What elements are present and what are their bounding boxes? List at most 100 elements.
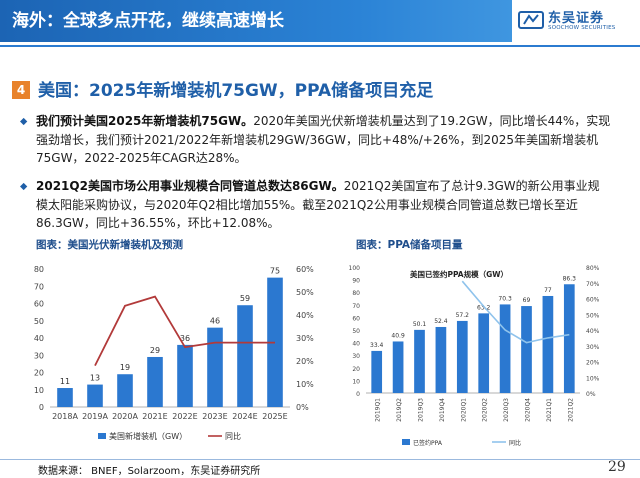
bar-2019A [87,384,103,407]
yoy-line-series [461,280,570,344]
bar-2021Q1 [542,295,554,393]
x-tick-label: 2025E [262,412,287,421]
y2-tick-label: 70% [586,281,600,288]
x-tick-label: 2019Q1 [375,398,382,422]
x-tick-label: 2020Q3 [503,398,510,422]
y-tick-label: 100 [349,265,361,272]
diamond-bullet-icon: ◆ [20,116,28,127]
x-tick-label: 2020Q1 [460,398,467,422]
y2-tick-label: 60% [296,265,314,274]
legend-bar-label: 美国新增装机（GW） [109,431,187,441]
bar-data-label: 46 [210,317,220,326]
bullet-2-text: 2021Q2美国宣布了总计9.3GW的新公用事业规模太阳能采购协议，与2020年… [36,179,600,230]
bar-data-label: 36 [180,334,190,343]
bar-data-label: 11 [60,377,70,386]
y-tick-label: 50 [34,317,44,326]
y-tick-label: 40 [352,341,360,348]
bar-data-label: 63.2 [477,304,491,311]
footer-source: 数据来源： BNEF，Solarzoom，东吴证券研究所 [38,466,261,477]
bar-data-label: 52.4 [434,318,448,325]
bar-2019Q4 [435,326,447,393]
y2-tick-label: 0% [296,403,309,412]
x-tick-label: 2020A [112,412,138,421]
legend-bar-label: 已签约PPA [413,439,443,447]
yoy-line-series [94,295,275,367]
chart-1-title: 图表：美国光伏新增装机及预测 [36,239,183,251]
x-tick-label: 2019Q4 [439,398,446,422]
bar-2023E [207,327,223,407]
logo-mark-icon [518,11,544,29]
bar-data-label: 59 [240,294,250,303]
chart-2-title: 图表：PPA储备项目量 [356,239,463,251]
x-tick-label: 2019A [82,412,108,421]
bar-data-label: 19 [120,363,130,372]
bar-2022E [177,344,193,407]
y2-tick-label: 40% [586,328,600,335]
bullet-paragraph-2: 2021Q2美国市场公用事业规模合同管道总数达86GW。2021Q2美国宣布了总… [36,177,611,233]
bar-data-label: 50.1 [413,321,427,328]
logo-name: 东吴证券 [548,11,605,26]
bar-data-label: 40.9 [391,332,405,339]
footer-divider [0,459,640,460]
y2-tick-label: 60% [586,297,600,304]
inner-chart-title: 美国已签约PPA规模（GW） [410,269,508,279]
y-tick-label: 10 [34,386,44,395]
x-tick-label: 2020Q2 [482,398,489,422]
bar-2021E [147,356,163,407]
y2-tick-label: 10% [296,380,314,389]
bullet-1-bold: 我们预计美国2025年新增装机75GW。 [36,114,254,128]
x-tick-label: 2022E [172,412,197,421]
bar-2020Q2 [478,313,490,393]
y2-tick-label: 50% [296,288,314,297]
y-tick-label: 0 [39,403,44,412]
bar-data-label: 13 [90,374,100,383]
x-tick-label: 2024E [232,412,257,421]
y2-tick-label: 80% [586,265,600,272]
bar-data-label: 33.4 [370,342,384,349]
diamond-bullet-icon: ◆ [20,181,28,192]
y-tick-label: 40 [34,334,44,343]
bar-2024E [237,305,253,407]
y2-tick-label: 10% [586,375,600,382]
company-logo: 东吴证券 SOOCHOW SECURITIES [518,7,636,37]
section-title: 美国：2025年新增装机75GW，PPA储备项目充足 [38,81,434,101]
legend-line-label: 同比 [225,431,241,441]
bar-2020Q3 [499,304,511,393]
y-tick-label: 30 [34,351,44,360]
bar-data-label: 75 [270,267,280,276]
x-tick-label: 2021Q1 [546,398,553,422]
y2-tick-label: 50% [586,312,600,319]
y2-tick-label: 20% [296,357,314,366]
y-tick-label: 10 [352,378,360,385]
bullet-2-bold: 2021Q2美国市场公用事业规模合同管道总数达86GW。 [36,179,344,193]
y-tick-label: 80 [352,290,360,297]
legend-bar-swatch [402,439,410,445]
x-tick-label: 2019Q2 [396,398,403,422]
y-tick-label: 0 [356,391,360,398]
header-banner: 海外：全球多点开花，继续高速增长 东吴证券 SOOCHOW SECURITIES [0,0,640,42]
bar-2020Q4 [521,306,532,393]
x-tick-label: 2023E [202,412,227,421]
header-divider [0,45,640,47]
y-tick-label: 80 [34,265,44,274]
bar-data-label: 57.2 [456,312,470,319]
x-tick-label: 2019Q3 [418,398,425,422]
chart-1-us-installations: 0 10 20 30 40 50 60 70 80 0% 10% 20% 30% 40% 50% 60% 11 2… [34,265,314,441]
bullet-paragraph-1: 我们预计美国2025年新增装机75GW。2020年美国光伏新增装机量达到了19.… [36,112,611,168]
y-tick-label: 60 [34,300,44,309]
y-tick-label: 60 [352,315,360,322]
page-number: 29 [608,459,626,475]
bar-2020A [117,374,133,407]
y-tick-label: 20 [34,369,44,378]
logo-subtitle: SOOCHOW SECURITIES [548,25,616,31]
bar-data-label: 70.3 [498,295,512,302]
bar-2019Q1 [371,350,383,393]
x-tick-label: 2021Q2 [567,398,574,422]
chart-2-ppa-pipeline: 0 10 20 30 40 50 60 70 80 90 100 0% 10% 20% 30% 40% 50% 6… [349,265,600,447]
x-tick-label: 2018A [52,412,78,421]
bar-2019Q3 [414,329,425,393]
y2-tick-label: 30% [586,344,600,351]
y-tick-label: 30 [352,353,360,360]
bar-data-label: 77 [544,287,552,294]
y-tick-label: 20 [352,366,360,373]
